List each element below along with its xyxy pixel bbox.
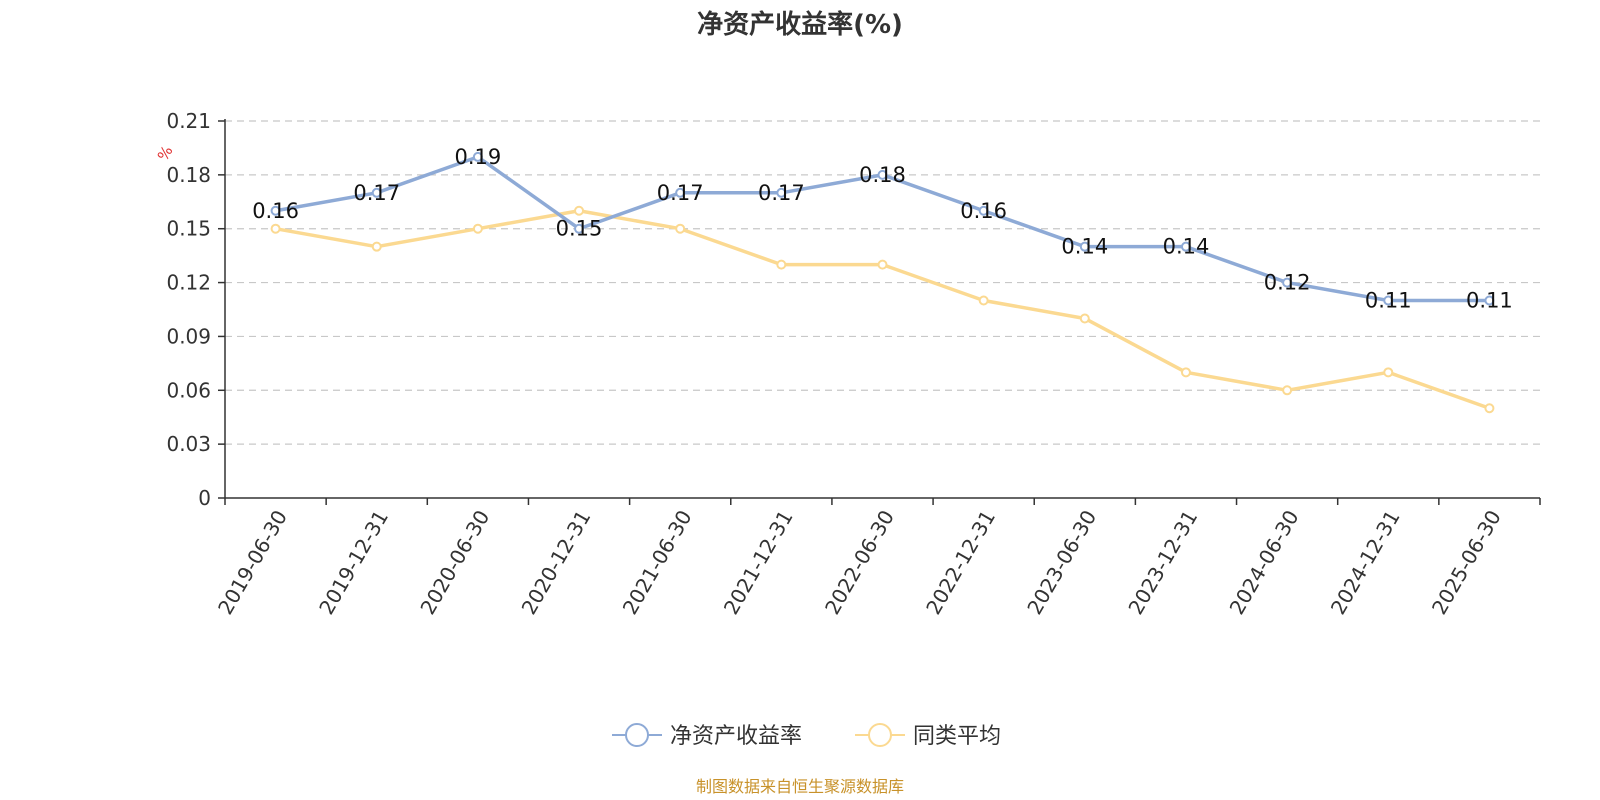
- y-tick-label: 0.09: [166, 324, 211, 348]
- y-tick-label: 0.06: [166, 378, 211, 402]
- x-tick-label: 2020-06-30: [415, 506, 494, 619]
- data-label: 0.15: [556, 217, 603, 241]
- data-label: 0.12: [1264, 271, 1311, 295]
- x-tick-label: 2024-12-31: [1326, 506, 1405, 619]
- data-point: [270, 205, 281, 216]
- data-label: 0.14: [1163, 235, 1210, 259]
- data-point: [371, 241, 382, 252]
- data-label: 0.16: [252, 199, 299, 223]
- data-label: 0.14: [1061, 235, 1108, 259]
- data-point: [574, 205, 585, 216]
- data-label: 0.19: [455, 145, 502, 169]
- y-tick-label: 0.03: [166, 432, 211, 456]
- source-note: 制图数据来自恒生聚源数据库: [696, 777, 904, 796]
- legend-label: 净资产收益率: [670, 724, 802, 749]
- x-tick-label: 2020-12-31: [517, 506, 596, 619]
- data-label: 0.11: [1365, 289, 1412, 313]
- data-point: [1282, 385, 1293, 396]
- legend-marker: [625, 723, 649, 747]
- series-line: [275, 209, 1491, 410]
- data-label: 0.16: [960, 199, 1007, 223]
- legend-marker: [868, 723, 892, 747]
- legend[interactable]: 净资产收益率 同类平均: [612, 723, 1001, 749]
- data-point: [371, 187, 382, 198]
- data-point: [1079, 241, 1090, 252]
- x-tick-label: 2019-06-30: [213, 506, 292, 619]
- data-label: 0.17: [353, 181, 400, 205]
- data-point: [1383, 367, 1394, 378]
- data-point: [472, 223, 483, 234]
- x-tick-label: 2025-06-30: [1427, 506, 1506, 619]
- y-tick-label: 0.12: [166, 271, 211, 295]
- data-labels: 0.16 0.17 0.19 0.15 0.17 0.17 0.18 0.16 0.14 0.14…: [252, 145, 1513, 313]
- data-point: [574, 223, 585, 234]
- x-tick-label: 2021-06-30: [618, 506, 697, 619]
- data-label: 0.17: [657, 181, 704, 205]
- x-tick-label: 2019-12-31: [314, 506, 393, 619]
- y-tick-label: 0.15: [166, 217, 211, 241]
- data-point: [978, 205, 989, 216]
- data-point: [776, 259, 787, 270]
- data-point: [270, 223, 281, 234]
- y-tick-label: 0.18: [166, 163, 211, 187]
- x-tick-label: 2023-06-30: [1022, 506, 1101, 619]
- chart-title: 净资产收益率(%): [697, 9, 903, 40]
- data-label: 0.11: [1466, 289, 1513, 313]
- data-point: [776, 187, 787, 198]
- y-tick-label: 0: [198, 486, 211, 510]
- x-tick-label: 2021-12-31: [719, 506, 798, 619]
- data-point: [1079, 313, 1090, 324]
- data-point: [675, 187, 686, 198]
- x-tick-label: 2022-06-30: [820, 506, 899, 619]
- data-point: [877, 169, 888, 180]
- y-tick-label: 0.21: [166, 109, 211, 133]
- data-point: [1383, 295, 1394, 306]
- x-tick-label: 2022-12-31: [921, 506, 1000, 619]
- data-point: [1180, 367, 1191, 378]
- data-point: [1282, 277, 1293, 288]
- data-point: [675, 223, 686, 234]
- data-point: [1180, 241, 1191, 252]
- legend-label: 同类平均: [913, 724, 1001, 749]
- x-tick-label: 2024-06-30: [1225, 506, 1304, 619]
- data-point: [1484, 295, 1495, 306]
- x-tick-label: 2023-12-31: [1123, 506, 1202, 619]
- data-point: [1484, 403, 1495, 414]
- data-label: 0.17: [758, 181, 805, 205]
- series-lines: [270, 151, 1495, 414]
- y-axis-unit-label: %: [154, 143, 177, 164]
- data-point: [877, 259, 888, 270]
- data-point: [472, 151, 483, 162]
- data-label: 0.18: [859, 163, 906, 187]
- data-point: [978, 295, 989, 306]
- grid-lines: [225, 120, 1540, 445]
